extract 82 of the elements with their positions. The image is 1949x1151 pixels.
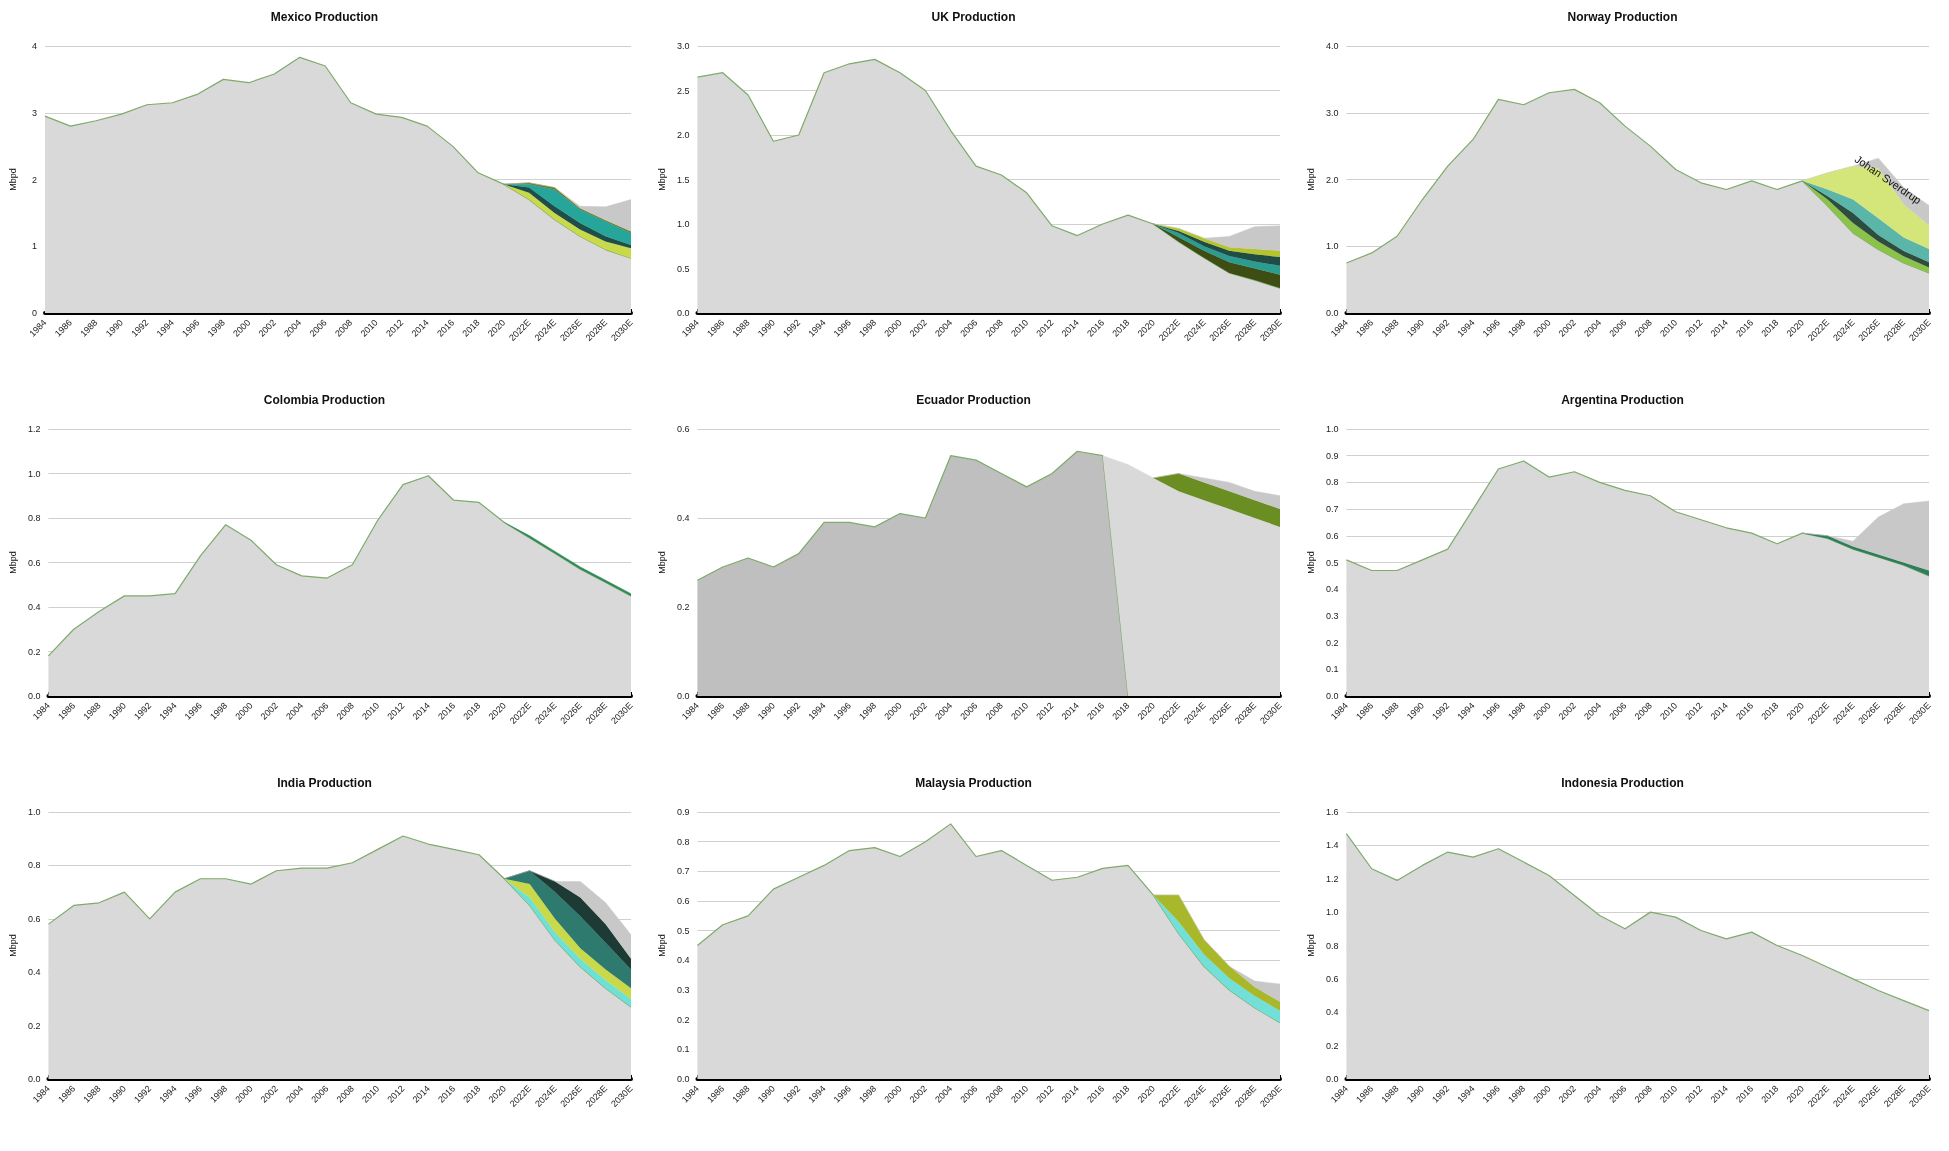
y-tick-label: 0.2 [1325,1040,1339,1051]
y-axis-title: Mbpd [1305,168,1316,191]
y-tick-label: 0.4 [676,513,690,523]
y-tick-label: 0.4 [27,967,41,978]
y-tick-label: 4 [31,41,37,51]
y-tick-label: 0.0 [1325,691,1339,701]
y-tick-label: 0.5 [1325,557,1339,568]
y-tick-label: 0.5 [676,263,690,274]
chart-title: Ecuador Production [916,393,1031,407]
chart-title: Mexico Production [270,10,379,24]
chart-title: Argentina Production [1561,393,1684,407]
y-tick-label: 0.4 [1325,584,1339,595]
chart-title: Indonesia Production [1561,776,1684,790]
y-tick-label: 1.0 [1325,424,1339,434]
y-tick-label: 0.8 [676,836,690,847]
chart-title: Norway Production [1567,10,1678,24]
y-tick-label: 0.4 [27,602,41,612]
y-tick-label: 0.2 [676,602,690,612]
y-tick-label: 2.0 [676,130,690,140]
y-tick-label: 1.0 [27,807,41,817]
y-tick-label: 1.5 [676,174,690,185]
y-tick-label: 0.2 [1325,637,1339,648]
y-tick-label: 0 [31,308,37,318]
y-tick-label: 0.8 [27,513,41,523]
y-tick-label: 0.4 [676,955,690,966]
y-tick-label: 1.0 [1325,907,1339,918]
y-tick-label: 0.8 [27,860,41,871]
chart-title: UK Production [931,10,1016,24]
y-tick-label: 1.6 [1325,807,1339,817]
y-tick-label: 1.0 [1325,241,1339,252]
y-axis-title: Mbpd [656,168,667,191]
y-tick-label: 0.3 [676,985,690,995]
y-tick-label: 0.7 [676,866,690,877]
y-tick-label: 0.2 [676,1014,690,1025]
y-tick-label: 1 [31,241,37,252]
y-tick-label: 0.1 [1325,664,1339,675]
y-tick-label: 1.2 [1325,873,1339,884]
chart-title: Colombia Production [263,393,386,407]
y-tick-label: 2.5 [676,85,690,96]
y-axis-title: Mbpd [656,934,667,957]
y-tick-label: 0.6 [27,557,41,568]
y-tick-label: 0.8 [1325,477,1339,488]
y-tick-label: 0.0 [1325,1074,1339,1084]
y-axis-title: Mbpd [7,934,18,957]
y-tick-label: 0.0 [1325,308,1339,318]
y-tick-label: 3 [31,107,37,118]
y-tick-label: 0.4 [1325,1007,1339,1018]
y-tick-label: 3.0 [676,41,690,51]
y-tick-label: 1.0 [676,219,690,229]
y-tick-label: 0.8 [1325,940,1339,951]
y-tick-label: 0.3 [1325,610,1339,621]
y-tick-label: 0.9 [1325,450,1339,461]
y-tick-label: 0.0 [676,691,690,701]
y-tick-label: 0.6 [676,424,690,434]
y-axis-title: Mbpd [7,551,18,574]
y-tick-label: 0.0 [676,308,690,318]
chart-title: Malaysia Production [915,776,1032,790]
y-tick-label: 0.6 [1325,973,1339,984]
y-tick-label: 0.0 [676,1074,690,1084]
y-tick-label: 0.5 [676,925,690,936]
y-tick-label: 0.1 [676,1044,690,1055]
y-axis-title: Mbpd [656,551,667,574]
y-tick-label: 0.6 [1325,530,1339,541]
y-tick-label: 0.9 [676,807,690,817]
y-tick-label: 1.0 [27,468,41,479]
y-tick-label: 2 [31,174,37,185]
y-tick-label: 0.2 [27,1020,41,1031]
y-tick-label: 1.4 [1325,840,1339,851]
y-tick-label: 3.0 [1325,107,1339,118]
y-tick-label: 0.0 [27,691,41,701]
y-axis-title: Mbpd [7,168,18,191]
y-axis-title: Mbpd [1305,551,1316,574]
y-tick-label: 2.0 [1325,174,1339,185]
y-tick-label: 0.7 [1325,504,1339,515]
chart-title: India Production [277,776,372,790]
y-tick-label: 0.2 [27,646,41,657]
y-tick-label: 4.0 [1325,41,1339,51]
y-tick-label: 0.6 [27,913,41,924]
y-tick-label: 0.6 [676,896,690,906]
y-axis-title: Mbpd [1305,934,1316,957]
y-tick-label: 0.0 [27,1074,41,1084]
y-tick-label: 1.2 [27,424,41,434]
